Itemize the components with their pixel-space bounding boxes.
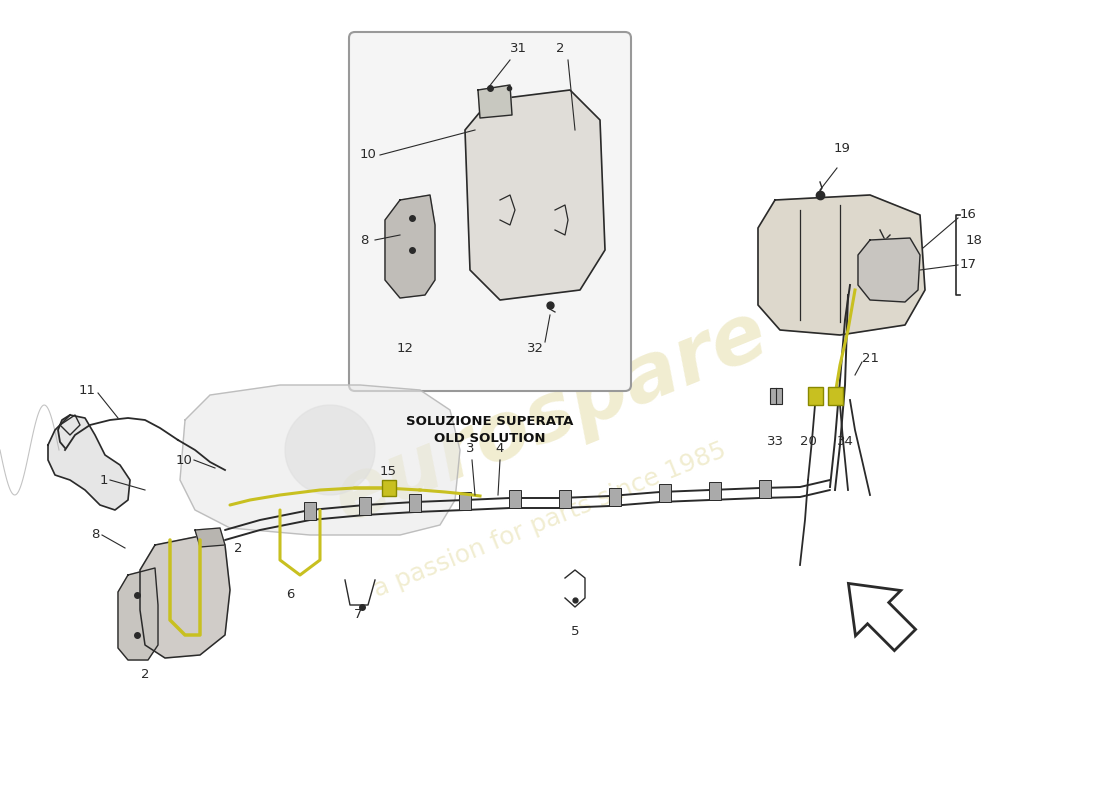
- Bar: [459, 492, 471, 510]
- Polygon shape: [48, 415, 130, 510]
- Text: 10: 10: [360, 149, 377, 162]
- Bar: [710, 482, 720, 500]
- Polygon shape: [465, 90, 605, 300]
- Text: a passion for parts since 1985: a passion for parts since 1985: [371, 438, 729, 602]
- Circle shape: [285, 405, 375, 495]
- Text: 32: 32: [527, 342, 543, 355]
- FancyBboxPatch shape: [349, 32, 631, 391]
- Bar: [304, 502, 316, 520]
- Bar: [759, 480, 771, 498]
- Bar: [409, 494, 421, 512]
- Text: eurospare: eurospare: [321, 294, 779, 538]
- Bar: [770, 388, 782, 404]
- Text: 3: 3: [465, 442, 474, 455]
- Polygon shape: [140, 535, 230, 658]
- Bar: [808, 387, 823, 405]
- Polygon shape: [848, 583, 915, 650]
- Polygon shape: [195, 528, 226, 547]
- Text: 8: 8: [360, 234, 368, 246]
- Text: 10: 10: [175, 454, 192, 466]
- Text: 2: 2: [141, 668, 150, 681]
- Text: 5: 5: [571, 625, 580, 638]
- Text: 11: 11: [79, 383, 96, 397]
- Text: 6: 6: [286, 588, 294, 601]
- Text: 12: 12: [396, 342, 414, 355]
- Text: 16: 16: [960, 209, 977, 222]
- Bar: [359, 497, 371, 515]
- Text: 15: 15: [379, 465, 396, 478]
- Text: 34: 34: [837, 435, 854, 448]
- Polygon shape: [118, 568, 158, 660]
- Text: SOLUZIONE SUPERATA
OLD SOLUTION: SOLUZIONE SUPERATA OLD SOLUTION: [406, 415, 574, 445]
- Text: 19: 19: [834, 142, 850, 155]
- Bar: [509, 490, 521, 508]
- Polygon shape: [858, 238, 920, 302]
- Polygon shape: [180, 385, 460, 535]
- Bar: [659, 484, 671, 502]
- Bar: [828, 387, 843, 405]
- Text: 2: 2: [556, 42, 564, 54]
- Text: 18: 18: [966, 234, 983, 246]
- Text: 7: 7: [354, 608, 362, 621]
- Text: 33: 33: [767, 435, 783, 448]
- Text: 17: 17: [960, 258, 977, 271]
- Bar: [609, 488, 622, 506]
- Text: 20: 20: [800, 435, 816, 448]
- Bar: [382, 480, 396, 496]
- Bar: [559, 490, 571, 508]
- Polygon shape: [758, 195, 925, 335]
- Text: 4: 4: [496, 442, 504, 455]
- Text: 1: 1: [99, 474, 108, 486]
- Text: 21: 21: [862, 351, 879, 365]
- Polygon shape: [385, 195, 435, 298]
- Polygon shape: [478, 85, 512, 118]
- Text: 31: 31: [510, 42, 527, 54]
- Text: 2: 2: [233, 542, 242, 555]
- Text: 8: 8: [91, 529, 100, 542]
